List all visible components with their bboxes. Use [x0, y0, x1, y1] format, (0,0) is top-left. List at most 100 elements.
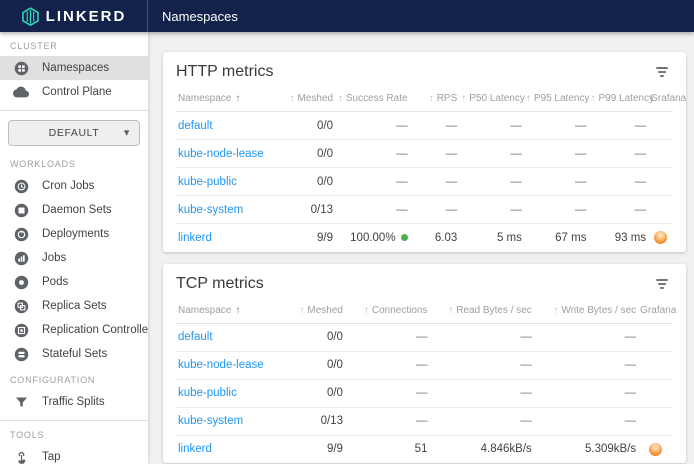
column-header-read-bytes[interactable]: ↑ Read Bytes / sec: [429, 299, 534, 324]
sidebar-item-label: Cron Jobs: [42, 180, 95, 192]
namespace-selector[interactable]: DEFAULT ▾: [8, 120, 140, 146]
meshed-cell: 0/0: [280, 323, 345, 352]
column-header-connections[interactable]: ↑ Connections: [344, 299, 430, 324]
read-bytes-cell: —: [429, 351, 534, 380]
sidebar-item-traffic-splits[interactable]: Traffic Splits: [0, 390, 148, 414]
http-metrics-table: Namespace ↑ ↑ Meshed ↑ Success Rate ↑ RPS ↑ P50 L…: [176, 88, 686, 252]
sidebar-divider: [0, 420, 148, 421]
column-header-write-bytes[interactable]: ↑ Write Bytes / sec: [533, 299, 639, 324]
connections-cell: —: [344, 323, 430, 352]
sidebar-item-label: Control Plane: [42, 86, 112, 98]
p99-cell: —: [588, 111, 649, 140]
namespace-link[interactable]: linkerd: [178, 231, 212, 244]
sidebar-item-jobs[interactable]: Jobs: [0, 246, 148, 270]
namespace-link[interactable]: kube-system: [178, 415, 244, 427]
tap-icon: [13, 449, 29, 464]
meshed-cell: 0/0: [280, 351, 345, 380]
filter-icon[interactable]: [653, 275, 671, 293]
column-header-meshed[interactable]: ↑ Meshed: [280, 299, 345, 324]
chevron-down-icon: ▾: [123, 127, 130, 139]
column-header-namespace[interactable]: Namespace ↑: [176, 299, 281, 324]
daemon-sets-icon: [13, 202, 29, 218]
grafana-cell: [638, 323, 673, 352]
column-header-p95[interactable]: ↑ P95 Latency: [523, 88, 589, 112]
namespace-link[interactable]: default: [178, 331, 213, 343]
namespace-cell: kube-system: [176, 195, 276, 224]
namespace-link[interactable]: linkerd: [178, 443, 212, 456]
namespace-cell: kube-public: [176, 167, 276, 196]
sidebar-content: CLUSTER Namespaces Control Plane DEFAULT ▾ WO…: [0, 32, 148, 464]
table-row: kube-node-lease 0/0— — —: [176, 351, 673, 380]
pods-icon: [13, 274, 29, 290]
sidebar-item-replication-controllers[interactable]: Replication Controllers: [0, 318, 148, 342]
namespace-link[interactable]: kube-node-lease: [178, 147, 264, 160]
sidebar-item-control-plane[interactable]: Control Plane: [0, 80, 148, 104]
p95-cell: —: [523, 195, 589, 224]
read-bytes-cell: —: [429, 323, 534, 352]
table-header-row: Namespace ↑ ↑ Meshed ↑ Success Rate ↑ RPS ↑ P50 L…: [176, 88, 686, 112]
sidebar-item-label: Deployments: [42, 228, 110, 240]
namespace-link[interactable]: kube-public: [178, 387, 237, 399]
column-header-grafana: Grafana: [638, 299, 676, 324]
rps-cell: —: [409, 139, 460, 168]
p99-cell: —: [588, 167, 649, 196]
namespace-link[interactable]: default: [178, 119, 213, 132]
table-header-row: Namespace ↑ ↑ Meshed ↑ Connections ↑ Read Bytes…: [176, 299, 676, 324]
grafana-icon[interactable]: [649, 442, 663, 456]
namespace-link[interactable]: kube-public: [178, 175, 237, 188]
p50-cell: —: [459, 167, 524, 196]
http-metrics-card: HTTP metrics Namespace ↑ ↑ Meshed ↑ Success R…: [163, 52, 686, 252]
sidebar-item-cron-jobs[interactable]: Cron Jobs: [0, 174, 148, 198]
grafana-cell: [648, 139, 673, 168]
column-header-meshed[interactable]: ↑ Meshed: [275, 88, 336, 112]
connections-cell: —: [344, 379, 430, 408]
column-header-success-rate[interactable]: ↑ Success Rate: [335, 88, 410, 112]
write-bytes-cell: 5.309kB/s: [585, 443, 637, 456]
namespace-link[interactable]: kube-system: [178, 203, 244, 216]
p95-cell: —: [523, 139, 589, 168]
tcp-metrics-title: TCP metrics: [176, 274, 264, 292]
sidebar-item-stateful-sets[interactable]: Stateful Sets: [0, 342, 148, 366]
linkerd-brand-link[interactable]: LINKERD: [0, 0, 148, 32]
grafana-icon[interactable]: [654, 231, 668, 245]
connections-cell: 51: [414, 443, 428, 456]
sidebar: CLUSTER Namespaces Control Plane DEFAULT ▾ WO…: [0, 32, 148, 464]
brand-text: LINKERD: [45, 7, 127, 25]
sidebar-item-tap[interactable]: Tap: [0, 445, 148, 464]
sidebar-item-pods[interactable]: Pods: [0, 270, 148, 294]
main-content: HTTP metrics Namespace ↑ ↑ Meshed ↑ Success R…: [148, 32, 694, 464]
connections-cell: —: [344, 407, 430, 436]
read-bytes-cell: —: [429, 407, 534, 436]
column-header-rps[interactable]: ↑ RPS: [409, 88, 460, 112]
connections-cell: —: [344, 351, 430, 380]
p99-cell: —: [588, 195, 649, 224]
sidebar-item-daemon-sets[interactable]: Daemon Sets: [0, 198, 148, 222]
sidebar-item-label: Jobs: [42, 252, 67, 264]
deployments-icon: [13, 226, 29, 242]
table-row: default 0/0— — —: [176, 323, 673, 352]
namespace-cell: linkerd: [176, 224, 275, 252]
sidebar-divider: [0, 110, 148, 111]
column-header-p99[interactable]: ↑ P99 Latency: [588, 88, 654, 112]
p50-cell: 5 ms: [496, 231, 522, 244]
namespace-cell: kube-node-lease: [176, 139, 276, 168]
sidebar-item-replica-sets[interactable]: Replica Sets: [0, 294, 148, 318]
grafana-cell: [638, 407, 673, 436]
namespace-cell: default: [176, 323, 281, 352]
table-row: kube-system 0/13— — — — —: [176, 195, 673, 224]
namespace-link[interactable]: kube-node-lease: [178, 359, 264, 371]
namespace-cell: linkerd: [176, 435, 280, 463]
sidebar-item-deployments[interactable]: Deployments: [0, 222, 148, 246]
tcp-metrics-table: Namespace ↑ ↑ Meshed ↑ Connections ↑ Read Bytes…: [176, 299, 676, 464]
column-header-p50[interactable]: ↑ P50 Latency: [459, 88, 525, 112]
namespace-cell: kube-node-lease: [176, 351, 281, 380]
grafana-cell: [638, 379, 673, 408]
grafana-cell: [648, 167, 673, 196]
sort-arrow-icon: ↑: [590, 93, 596, 104]
sort-arrow-icon: ↑: [337, 93, 343, 104]
replica-sets-icon: [13, 298, 29, 314]
filter-icon[interactable]: [653, 63, 671, 81]
read-bytes-cell: —: [429, 379, 534, 408]
column-header-namespace[interactable]: Namespace ↑: [176, 88, 276, 112]
sidebar-item-namespaces[interactable]: Namespaces: [0, 56, 148, 80]
